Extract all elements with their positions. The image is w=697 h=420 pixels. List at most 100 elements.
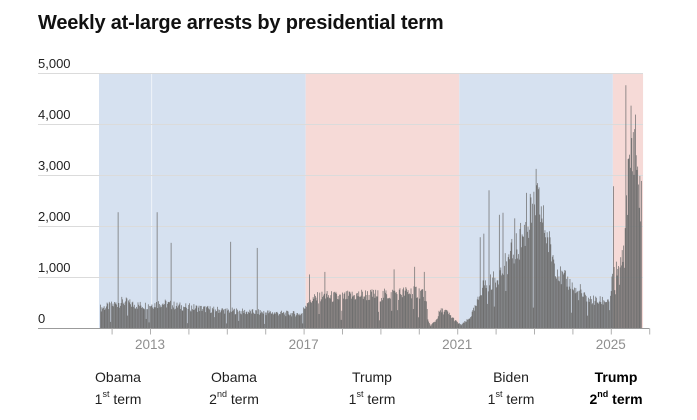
bar bbox=[273, 314, 274, 328]
bar bbox=[493, 271, 494, 328]
bar bbox=[395, 292, 397, 328]
bar bbox=[497, 280, 499, 328]
bar bbox=[206, 306, 208, 328]
bar bbox=[107, 303, 109, 328]
bar bbox=[403, 287, 405, 328]
x-axis-ticks bbox=[111, 328, 651, 335]
bar bbox=[441, 312, 443, 328]
bar bbox=[347, 290, 349, 328]
bar bbox=[507, 274, 508, 328]
bar bbox=[211, 307, 213, 328]
bar bbox=[277, 313, 279, 328]
bar bbox=[496, 287, 497, 328]
bar bbox=[363, 296, 365, 328]
bar bbox=[547, 237, 549, 328]
bar bbox=[223, 308, 225, 328]
bar bbox=[523, 224, 525, 328]
bar bbox=[267, 313, 269, 328]
bar bbox=[171, 309, 173, 328]
bar bbox=[382, 290, 384, 328]
bar bbox=[123, 302, 125, 328]
bar bbox=[362, 291, 363, 328]
bar bbox=[466, 319, 468, 328]
term-label-biden-1st: Biden 1st term bbox=[488, 366, 535, 410]
bar bbox=[470, 317, 471, 328]
bar bbox=[157, 308, 159, 328]
bar bbox=[577, 290, 579, 328]
bar bbox=[619, 267, 621, 328]
bar bbox=[125, 297, 127, 328]
bar bbox=[486, 285, 488, 328]
bar bbox=[402, 289, 404, 328]
bar bbox=[462, 322, 464, 328]
bar bbox=[552, 255, 554, 328]
bar bbox=[226, 308, 228, 328]
bar bbox=[596, 297, 597, 328]
bar bbox=[615, 261, 617, 328]
bar bbox=[150, 306, 151, 328]
bar bbox=[261, 311, 262, 328]
bar bbox=[264, 312, 266, 328]
bar bbox=[179, 302, 181, 328]
bar bbox=[241, 314, 243, 328]
bar bbox=[134, 308, 136, 328]
bar bbox=[230, 241, 232, 328]
bar bbox=[115, 302, 117, 328]
bar bbox=[565, 278, 567, 328]
bar bbox=[132, 301, 134, 328]
bar bbox=[393, 269, 395, 328]
bar bbox=[188, 304, 190, 328]
bar bbox=[143, 308, 145, 328]
bar bbox=[298, 314, 299, 328]
bar bbox=[391, 310, 393, 328]
bar bbox=[566, 286, 568, 328]
bar bbox=[168, 301, 170, 328]
bar bbox=[100, 304, 101, 328]
bar bbox=[420, 290, 422, 328]
bar bbox=[360, 295, 362, 328]
bar bbox=[560, 284, 562, 328]
bar bbox=[243, 313, 245, 328]
bar bbox=[561, 270, 563, 328]
bar bbox=[337, 296, 339, 328]
bar bbox=[270, 313, 272, 328]
bar bbox=[543, 232, 545, 328]
y-axis-label: 2,000 bbox=[38, 209, 71, 224]
bar bbox=[225, 323, 227, 328]
bar bbox=[127, 315, 129, 328]
bar bbox=[518, 259, 520, 328]
bar bbox=[109, 303, 111, 328]
bar bbox=[570, 288, 572, 328]
bar bbox=[154, 303, 156, 328]
bar bbox=[248, 312, 250, 328]
bar bbox=[609, 310, 611, 328]
bar bbox=[482, 287, 483, 328]
band-obama-2 bbox=[152, 74, 306, 328]
bar bbox=[560, 266, 561, 328]
bar bbox=[192, 309, 194, 328]
bar bbox=[309, 274, 310, 328]
bar bbox=[392, 290, 394, 328]
bar bbox=[449, 315, 451, 328]
bar bbox=[501, 273, 503, 328]
bar bbox=[284, 312, 286, 328]
bar bbox=[551, 261, 552, 328]
bar bbox=[112, 303, 114, 328]
bar bbox=[340, 319, 342, 328]
bar bbox=[170, 242, 172, 328]
bar bbox=[327, 297, 329, 328]
bar bbox=[439, 311, 441, 328]
bar bbox=[238, 320, 240, 328]
bar bbox=[405, 287, 407, 328]
bar bbox=[275, 313, 276, 328]
bar bbox=[229, 311, 231, 328]
bar bbox=[501, 275, 502, 328]
bar bbox=[372, 296, 374, 328]
bar bbox=[349, 291, 351, 328]
y-axis-label: 5,000 bbox=[38, 56, 71, 71]
bar bbox=[595, 296, 597, 328]
bar bbox=[417, 317, 419, 328]
bar bbox=[160, 305, 162, 328]
bar bbox=[203, 306, 205, 328]
bar bbox=[412, 294, 413, 328]
